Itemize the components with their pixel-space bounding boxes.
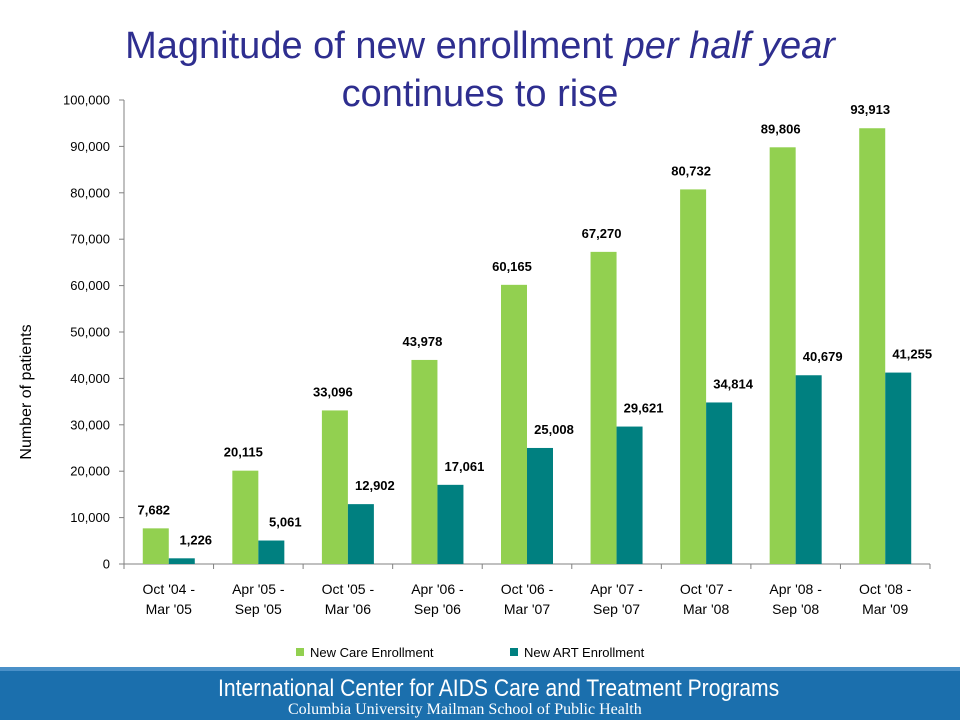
bar-art bbox=[437, 484, 464, 564]
data-label: 17,061 bbox=[445, 459, 485, 474]
data-label: 33,096 bbox=[313, 384, 353, 399]
legend-swatch bbox=[296, 648, 304, 656]
data-label: 43,978 bbox=[403, 334, 443, 349]
x-tick-label: Oct '05 - bbox=[322, 581, 375, 597]
footer-banner: International Center for AIDS Care and T… bbox=[0, 667, 960, 720]
data-label: 5,061 bbox=[269, 515, 302, 530]
title-line1-plain: Magnitude of new enrollment bbox=[125, 25, 624, 67]
y-tick-label: 40,000 bbox=[70, 371, 110, 386]
slide-title: Magnitude of new enrollment per half yea… bbox=[0, 22, 960, 118]
bar-care bbox=[142, 528, 169, 564]
legend-label: New ART Enrollment bbox=[524, 645, 645, 660]
bar-care bbox=[680, 189, 707, 565]
bar-care bbox=[411, 359, 438, 564]
x-tick-label: Oct '08 - bbox=[859, 581, 912, 597]
x-tick-label: Apr '08 - bbox=[769, 581, 822, 597]
bar-care bbox=[232, 470, 259, 564]
data-label: 93,913 bbox=[850, 102, 890, 117]
data-label: 29,621 bbox=[624, 401, 664, 416]
y-tick-label: 30,000 bbox=[70, 417, 110, 432]
bar-care bbox=[769, 147, 796, 564]
x-tick-label: Apr '05 - bbox=[232, 581, 285, 597]
x-tick-label: Mar '09 bbox=[862, 601, 908, 617]
y-tick-label: 90,000 bbox=[70, 139, 110, 154]
y-tick-label: 60,000 bbox=[70, 278, 110, 293]
footer-org-name: International Center for AIDS Care and T… bbox=[218, 675, 780, 702]
x-tick-label: Mar '05 bbox=[146, 601, 192, 617]
data-label: 12,902 bbox=[355, 478, 395, 493]
bar-care bbox=[590, 251, 617, 565]
x-tick-label: Oct '04 - bbox=[143, 581, 196, 597]
bar-art bbox=[885, 372, 912, 564]
data-label: 20,115 bbox=[224, 445, 263, 460]
data-label: 41,255 bbox=[892, 347, 932, 362]
bar-art bbox=[616, 426, 643, 564]
y-axis-label: Number of patients bbox=[18, 324, 35, 459]
legend-swatch bbox=[510, 648, 518, 656]
x-tick-label: Oct '06 - bbox=[501, 581, 554, 597]
x-tick-label: Sep '07 bbox=[593, 601, 640, 617]
x-tick-label: Sep '08 bbox=[772, 601, 819, 617]
data-label: 40,679 bbox=[803, 349, 843, 364]
x-tick-label: Mar '06 bbox=[325, 601, 371, 617]
legend-label: New Care Enrollment bbox=[310, 645, 434, 660]
y-tick-label: 20,000 bbox=[70, 464, 110, 479]
bar-care bbox=[321, 410, 348, 564]
y-tick-label: 80,000 bbox=[70, 185, 110, 200]
bar-care bbox=[859, 128, 886, 564]
bar-art bbox=[347, 504, 374, 564]
x-tick-label: Sep '06 bbox=[414, 601, 461, 617]
x-tick-label: Apr '06 - bbox=[411, 581, 464, 597]
x-tick-label: Sep '05 bbox=[235, 601, 282, 617]
data-label: 67,270 bbox=[582, 226, 622, 241]
data-label: 60,165 bbox=[492, 259, 532, 274]
data-label: 7,682 bbox=[138, 502, 171, 517]
x-tick-label: Mar '07 bbox=[504, 601, 550, 617]
bar-art bbox=[795, 375, 822, 564]
title-line1-italic: per half year bbox=[623, 25, 835, 67]
data-label: 34,814 bbox=[713, 376, 754, 391]
bar-art bbox=[706, 402, 733, 564]
y-tick-label: 70,000 bbox=[70, 232, 110, 247]
y-tick-label: 100,000 bbox=[63, 93, 110, 108]
data-label: 1,226 bbox=[180, 532, 213, 547]
data-label: 80,732 bbox=[671, 163, 711, 178]
bar-chart: 0 10,000 20,000 30,000 40,000 50,000 60,000 70,… bbox=[18, 93, 933, 661]
footer-school-name: Columbia University Mailman School of Pu… bbox=[288, 701, 642, 718]
chart-bars bbox=[142, 128, 912, 565]
chart-axes: 0 10,000 20,000 30,000 40,000 50,000 60,000 70,… bbox=[18, 93, 931, 617]
x-tick-label: Oct '07 - bbox=[680, 581, 733, 597]
footer-accent-line bbox=[0, 667, 960, 671]
y-tick-label: 0 bbox=[103, 557, 110, 572]
bar-art bbox=[527, 447, 553, 564]
bar-care bbox=[501, 284, 527, 564]
x-tick-label: Mar '08 bbox=[683, 601, 729, 617]
bar-art bbox=[168, 558, 195, 564]
y-tick-label: 50,000 bbox=[70, 325, 110, 340]
data-label: 89,806 bbox=[761, 121, 801, 136]
data-label: 25,008 bbox=[534, 422, 574, 437]
chart-data-labels: 7,682 1,226 20,115 5,061 33,096 12,902 43,978 1… bbox=[138, 102, 933, 547]
y-tick-label: 10,000 bbox=[70, 510, 110, 525]
bar-art bbox=[258, 540, 285, 564]
x-tick-label: Apr '07 - bbox=[590, 581, 643, 597]
title-line2: continues to rise bbox=[341, 73, 619, 115]
chart-legend: New Care Enrollment New ART Enrollment bbox=[296, 645, 645, 660]
